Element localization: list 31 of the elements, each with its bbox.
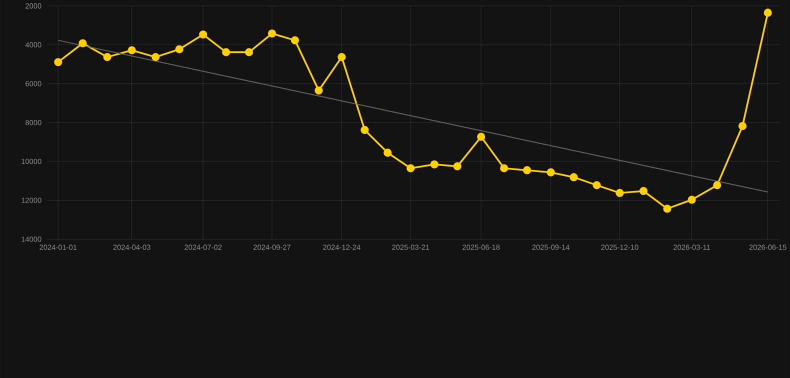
point bbox=[523, 166, 532, 174]
point bbox=[314, 86, 323, 95]
point bbox=[477, 132, 486, 141]
point bbox=[384, 148, 392, 157]
point bbox=[199, 30, 208, 39]
point bbox=[713, 181, 722, 190]
point bbox=[616, 188, 624, 197]
point bbox=[152, 52, 160, 62]
point bbox=[268, 29, 276, 38]
point bbox=[764, 8, 772, 17]
point bbox=[738, 122, 747, 130]
point bbox=[222, 48, 230, 56]
point bbox=[592, 181, 601, 190]
point bbox=[338, 52, 346, 62]
point bbox=[290, 36, 300, 44]
point bbox=[639, 186, 648, 196]
point bbox=[663, 204, 672, 213]
point bbox=[406, 164, 415, 172]
point bbox=[430, 160, 438, 168]
point bbox=[546, 168, 555, 176]
point bbox=[453, 162, 462, 170]
point bbox=[128, 46, 136, 54]
point bbox=[688, 196, 696, 204]
point bbox=[54, 58, 62, 66]
point bbox=[360, 126, 369, 134]
point bbox=[244, 48, 254, 56]
point bbox=[175, 45, 184, 54]
point bbox=[78, 39, 87, 48]
point bbox=[570, 173, 578, 182]
point bbox=[500, 164, 508, 172]
point bbox=[103, 52, 112, 62]
